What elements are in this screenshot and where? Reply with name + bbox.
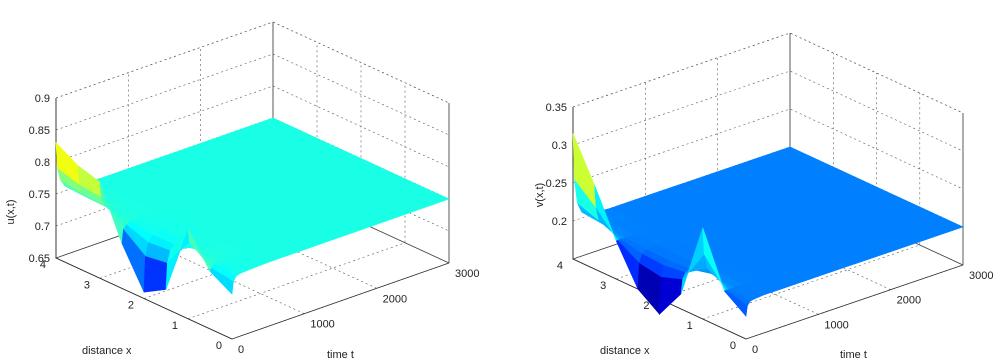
x-tick-label: 4 [557, 260, 563, 272]
z-gridline [572, 32, 964, 114]
wall-top [55, 21, 450, 104]
x-gridline [702, 93, 921, 320]
t-tick-label: 2000 [383, 293, 407, 305]
x-tick-label: 3 [84, 279, 90, 291]
z-tick-label: 0.65 [29, 253, 50, 265]
x-tick-label: 2 [643, 300, 649, 312]
v-surface [572, 133, 964, 317]
v-zlabel: v(x,t) [534, 183, 546, 207]
x-tick-label: 3 [600, 280, 606, 292]
z-gridline [55, 53, 450, 136]
x-axis-line [55, 257, 233, 340]
x-tick-label: 4 [40, 259, 46, 271]
wall-top [572, 32, 964, 114]
t-tick-label: 3000 [969, 270, 993, 282]
u-xlabel: distance x [82, 345, 132, 357]
t-axis-line [745, 264, 964, 340]
t-tick-label: 1000 [310, 319, 334, 331]
z-tick-label: 0.25 [546, 178, 567, 190]
x-tick-label: 1 [687, 320, 693, 332]
t-tick-label: 1000 [824, 319, 848, 331]
z-gridline [55, 21, 450, 104]
x-tick-label: 1 [172, 320, 178, 332]
z-tick-label: 0.8 [35, 157, 50, 169]
u-zlabel: u(x,t) [5, 199, 17, 224]
t-tick-label: 2000 [897, 295, 921, 307]
z-tick-label: 0.7 [35, 221, 50, 233]
u-surface-plot: 0.650.70.750.80.850.9012340100020003000 … [5, 21, 480, 361]
u-ylabel: time t [327, 349, 354, 361]
t-axis-line [231, 262, 450, 340]
z-tick-label: 0.9 [35, 93, 50, 105]
z-tick-label: 0.2 [552, 216, 567, 228]
z-gridline [55, 85, 450, 168]
z-tick-label: 0.3 [552, 140, 567, 152]
t-tick-label: 0 [752, 344, 758, 356]
x-tick-label: 0 [216, 340, 222, 352]
u-surface [55, 117, 450, 295]
surface-patch [659, 276, 683, 315]
t-tick-label: 3000 [455, 268, 479, 280]
t-tick-label: 0 [238, 344, 244, 356]
v-ylabel: time t [840, 349, 867, 361]
z-gridline [572, 70, 964, 152]
surface-patch [723, 290, 748, 317]
v-xlabel: distance x [600, 345, 650, 357]
x-gridline [187, 82, 406, 320]
u-tick-labels: 0.65 0.7 0.75 0.8 0.85 0.9 0 1 2 3 4 0 1000 2000 3000 [29, 93, 480, 356]
x-tick-label: 0 [730, 340, 736, 352]
z-tick-label: 0.75 [29, 189, 50, 201]
surface-patch [209, 267, 234, 295]
z-tick-label: 0.85 [29, 125, 50, 137]
v-tick-labels: 0.2 0.25 0.3 0.35 0 1 2 3 4 0 1000 2000 3000 [546, 102, 994, 356]
z-tick-label: 0.35 [546, 102, 567, 114]
x-tick-label: 2 [128, 300, 134, 312]
t-gridline [200, 47, 377, 289]
t-gridline [128, 72, 305, 314]
